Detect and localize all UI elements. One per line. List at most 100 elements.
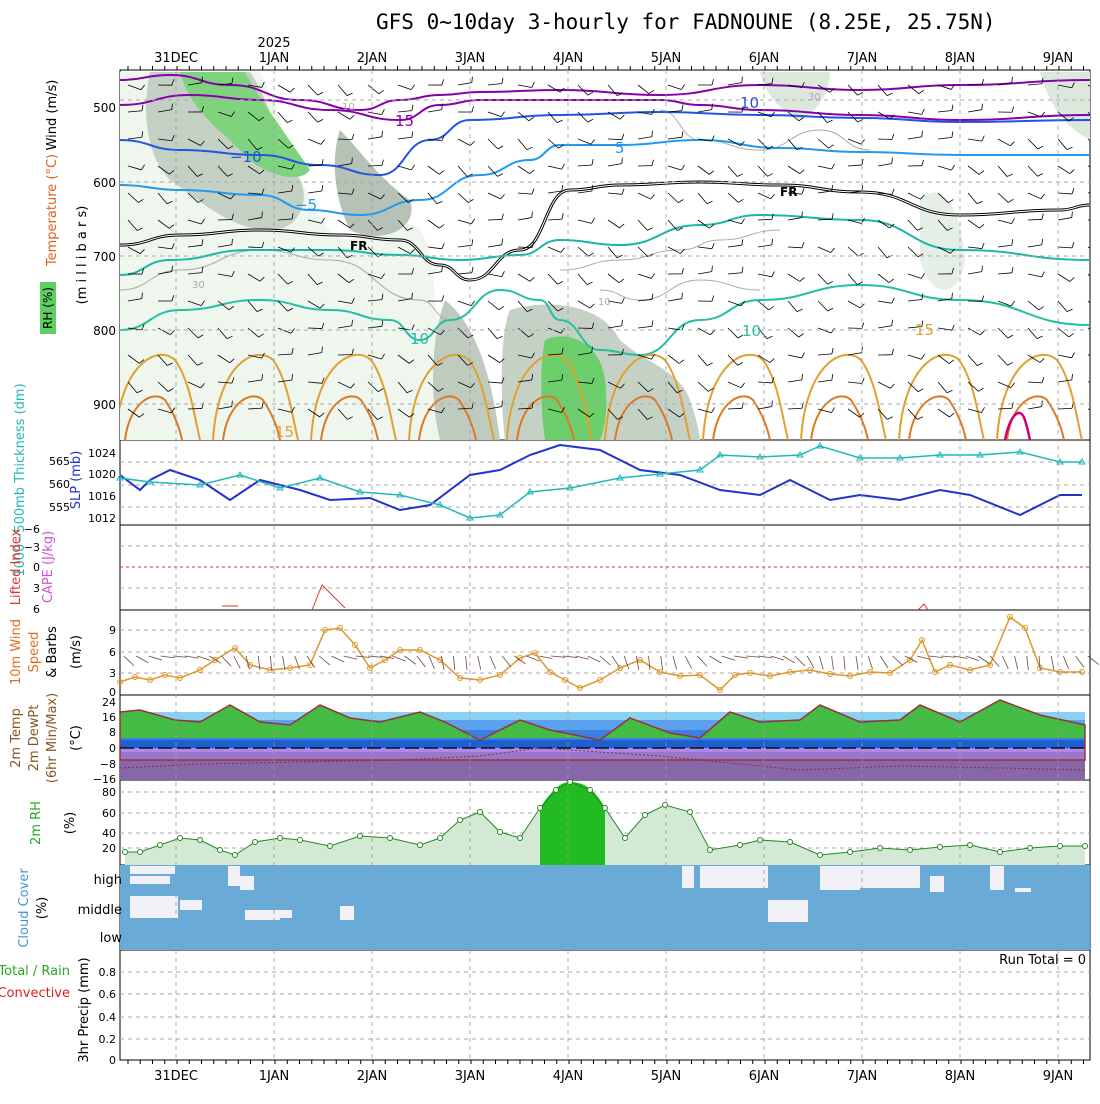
- wind10m-barb: [807, 656, 814, 668]
- wind-barb-flag: [649, 90, 654, 94]
- wind10m-barb: [697, 656, 707, 666]
- wind-barb-flag: [530, 170, 535, 174]
- wind-barb-flag: [892, 320, 893, 326]
- slp-tick: 1012: [88, 512, 116, 525]
- wind-barb-flag: [922, 160, 923, 166]
- wind10m-barb: [222, 656, 231, 666]
- wind-barb: [818, 166, 832, 169]
- wind-barb-flag: [831, 248, 835, 253]
- wind-barb: [488, 193, 501, 199]
- wind-barb-flag: [1012, 77, 1013, 83]
- thickness-tick: 555: [49, 501, 70, 514]
- wind-barb-flag: [411, 165, 414, 170]
- bottom-date-label: 8JAN: [945, 1069, 976, 1084]
- rh2m-marker: [458, 818, 463, 823]
- wind-barb: [848, 382, 862, 384]
- wind-barb-flag: [652, 320, 653, 326]
- top-date-label: 7JAN: [847, 51, 878, 66]
- wind10m-barb: [880, 656, 887, 668]
- wind-barb: [728, 408, 742, 409]
- rh2m-marker: [233, 853, 238, 858]
- wind-barb: [188, 408, 202, 409]
- wind10m-barb: [600, 656, 611, 665]
- temperature-tick: 0: [109, 742, 116, 755]
- wind-barb-flag: [772, 239, 773, 245]
- wind-barb-flag: [797, 309, 802, 312]
- rh2m-marker: [253, 840, 258, 845]
- wind10m-barb: [1063, 656, 1068, 669]
- wind-barb: [998, 220, 1012, 224]
- top-date-label: 4JAN: [553, 51, 584, 66]
- thickness-tick: 565: [49, 455, 70, 468]
- wind-barb: [788, 218, 802, 220]
- wind-barb: [818, 380, 832, 382]
- wind-barb: [698, 355, 707, 366]
- wind-barb-flag: [470, 141, 474, 145]
- wind-barb-flag: [652, 131, 653, 137]
- top-date-label: 8JAN: [945, 51, 976, 66]
- wind10m-barb: [722, 656, 735, 660]
- wind-barb: [908, 247, 918, 257]
- wind-barb: [368, 85, 379, 94]
- wind-barb-flag: [502, 271, 505, 276]
- wind-barb: [818, 139, 829, 148]
- wind-barb-flag: [1010, 142, 1014, 146]
- wind-barb: [638, 247, 648, 257]
- wind-barb: [818, 354, 832, 355]
- y-tick-label: 600: [93, 176, 116, 190]
- wind-barb: [788, 355, 802, 358]
- wind-barb-flag: [832, 407, 835, 412]
- wind-barb-flag: [977, 201, 982, 203]
- wind-barb-flag: [472, 239, 473, 245]
- wind-barb-flag: [472, 267, 473, 273]
- contour-label: FR: [780, 185, 797, 199]
- rh2m-marker: [498, 830, 503, 835]
- contour-label: 10: [342, 102, 355, 113]
- wind-barb-flag: [530, 277, 534, 281]
- wind-barb-flag: [832, 348, 833, 354]
- wind-barb: [698, 193, 707, 204]
- wind-barb: [938, 355, 949, 364]
- wind-barb-flag: [707, 201, 712, 203]
- wind-barb-flag: [1011, 383, 1015, 388]
- wind-barb-flag: [770, 359, 774, 363]
- axis-label-wind10m: 10m Wind: [9, 619, 24, 685]
- wind-barb: [578, 112, 588, 122]
- wind-barb-flag: [439, 225, 444, 229]
- wind-barb: [578, 191, 592, 193]
- wind-barb-flag: [831, 328, 835, 333]
- wind-barb: [428, 247, 442, 249]
- rh2m-marker: [663, 803, 668, 808]
- wind-barb: [908, 112, 922, 114]
- wind-barb-flag: [651, 195, 655, 200]
- temperature-tick: 8: [109, 726, 116, 739]
- wind-barb: [818, 191, 832, 193]
- wind-barb-flag: [767, 174, 772, 177]
- y-tick-label: 900: [93, 398, 116, 412]
- wind-barb-flag: [742, 402, 743, 408]
- wind-barb-flag: [709, 171, 714, 175]
- wind10m-barb: [173, 656, 187, 657]
- wind-barb-flag: [832, 164, 835, 169]
- wind-barb: [308, 85, 318, 95]
- wind-barb: [818, 274, 828, 284]
- wind-barb-flag: [347, 93, 352, 96]
- wind-barb-flag: [738, 199, 743, 202]
- wind-barb: [578, 165, 592, 166]
- top-date-label: 5JAN: [651, 51, 682, 66]
- wind-barb-flag: [587, 282, 592, 285]
- wind-barb-flag: [1012, 218, 1015, 223]
- wind-barb: [788, 166, 800, 174]
- cloud-clear-block: [990, 866, 1004, 890]
- wind-barb: [458, 301, 471, 306]
- wind-barb: [488, 301, 499, 310]
- wind-barb: [1058, 247, 1072, 248]
- axis-label-total-rain: Total / Rain: [0, 964, 70, 979]
- wind10m-barb: [234, 656, 240, 668]
- cloud-clear-block: [130, 866, 175, 874]
- axis-label-dewpt2m: 2m DewPt: [27, 705, 42, 772]
- wind-barb: [308, 191, 322, 193]
- wind-barb: [878, 274, 889, 283]
